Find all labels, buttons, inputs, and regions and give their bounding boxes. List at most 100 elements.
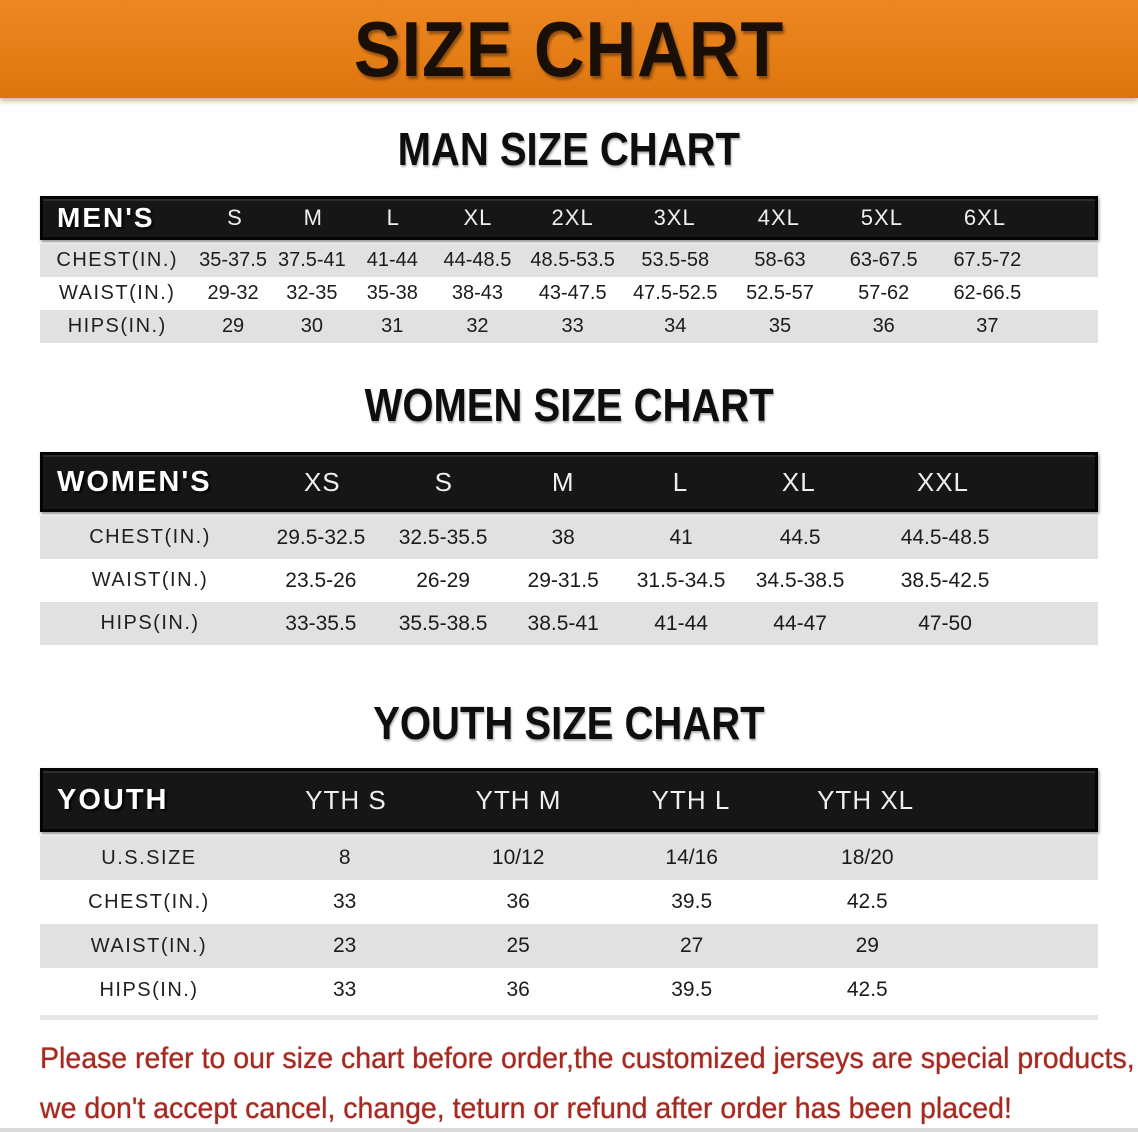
size-cell: 29 xyxy=(221,315,245,337)
size-cell: 31.5-34.5 xyxy=(636,568,726,592)
size-cell: 32 xyxy=(466,315,489,337)
size-cell: 44-48.5 xyxy=(443,249,512,271)
men-hips-row: HIPS(IN.) 29 30 31 32 33 34 35 36 37 xyxy=(40,310,1098,343)
size-cell: 58-63 xyxy=(754,249,806,271)
row-label: U.S.SIZE xyxy=(101,846,197,869)
size-cell: 38-43 xyxy=(451,282,504,304)
size-cell: 38.5-41 xyxy=(527,611,599,635)
row-label: WAIST(IN.) xyxy=(90,934,208,957)
size-cell: 29-31.5 xyxy=(527,568,599,592)
women-column-header: XXL xyxy=(916,466,970,497)
row-label: HIPS(IN.) xyxy=(100,612,200,634)
size-cell: 41-44 xyxy=(366,249,418,271)
men-column-header: L xyxy=(386,205,400,230)
men-column-header: 6XL xyxy=(963,205,1007,230)
size-cell: 34.5-38.5 xyxy=(755,568,845,592)
size-cell: 44.5-48.5 xyxy=(900,525,990,549)
women-waist-row: WAIST(IN.) 23.5-26 26-29 29-31.5 31.5-34… xyxy=(40,559,1098,602)
size-cell: 39.5 xyxy=(671,890,713,913)
size-cell: 37.5-41 xyxy=(277,249,346,271)
youth-waist-row: WAIST(IN.) 23 25 27 29 xyxy=(40,924,1098,968)
size-cell: 44-47 xyxy=(773,611,827,635)
disclaimer-note: Please refer to our size chart before or… xyxy=(40,1034,1135,1132)
size-cell: 63-67.5 xyxy=(849,249,918,271)
youth-section-heading: YOUTH SIZE CHART xyxy=(0,696,1138,750)
size-cell: 42.5 xyxy=(846,978,888,1001)
men-column-header: XL xyxy=(463,205,493,230)
size-cell: 26-29 xyxy=(416,568,470,592)
size-cell: 47.5-52.5 xyxy=(633,282,718,304)
youth-column-header: YTH L xyxy=(651,784,731,815)
size-cell: 57-62 xyxy=(858,282,910,304)
women-column-header: XL xyxy=(781,466,816,497)
men-table-header: MEN'S S M L XL 2XL 3XL 4XL 5XL 6XL xyxy=(40,196,1098,240)
size-cell: 35 xyxy=(768,315,792,337)
size-cell: 29 xyxy=(855,934,879,957)
size-cell: 34 xyxy=(664,315,687,337)
size-cell: 8 xyxy=(338,846,351,869)
women-chest-row: CHEST(IN.) 29.5-32.5 32.5-35.5 38 41 44.… xyxy=(40,516,1098,559)
women-size-table: WOMEN'S XS S M L XL XXL CHEST(IN.) 29.5-… xyxy=(40,452,1098,645)
size-cell: 25 xyxy=(506,934,530,957)
size-cell: 44.5 xyxy=(779,525,821,549)
men-waist-row: WAIST(IN.) 29-32 32-35 35-38 38-43 43-47… xyxy=(40,277,1098,310)
size-cell: 29.5-32.5 xyxy=(276,525,366,549)
size-cell: 41-44 xyxy=(654,611,708,635)
page-title: SIZE CHART xyxy=(353,4,785,93)
size-cell: 30 xyxy=(300,315,323,337)
men-section-heading: MAN SIZE CHART xyxy=(0,122,1138,176)
men-column-header: M xyxy=(303,205,323,230)
women-table-body: CHEST(IN.) 29.5-32.5 32.5-35.5 38 41 44.… xyxy=(40,516,1098,645)
youth-table-header-label: YOUTH xyxy=(57,783,169,816)
size-cell: 53.5-58 xyxy=(641,249,710,271)
size-cell: 29-32 xyxy=(207,282,259,304)
size-cell: 47-50 xyxy=(918,611,972,635)
youth-column-header: YTH M xyxy=(475,784,562,815)
size-cell: 38.5-42.5 xyxy=(900,568,990,592)
size-cell: 48.5-53.5 xyxy=(530,249,615,271)
row-label: CHEST(IN.) xyxy=(88,890,210,913)
size-cell: 32.5-35.5 xyxy=(398,525,488,549)
size-cell: 52.5-57 xyxy=(746,282,814,304)
women-column-header: XS xyxy=(303,466,341,497)
row-label: WAIST(IN.) xyxy=(91,569,209,591)
size-cell: 38 xyxy=(551,525,575,549)
size-cell: 33 xyxy=(333,978,357,1001)
size-cell: 32-35 xyxy=(286,282,338,304)
youth-table-header: YOUTH YTH S YTH M YTH L YTH XL xyxy=(40,768,1098,832)
men-column-header: S xyxy=(227,205,243,230)
banner: SIZE CHART xyxy=(0,0,1138,98)
row-label: CHEST(IN.) xyxy=(89,526,211,548)
disclaimer-line-2: we don't accept cancel, change, teturn o… xyxy=(40,1092,1012,1125)
women-column-header: M xyxy=(551,466,575,497)
women-hips-row: HIPS(IN.) 33-35.5 35.5-38.5 38.5-41 41-4… xyxy=(40,602,1098,645)
row-label: HIPS(IN.) xyxy=(99,978,199,1001)
youth-column-header: YTH XL xyxy=(817,784,915,815)
size-cell: 62-66.5 xyxy=(953,282,1022,304)
size-cell: 27 xyxy=(680,934,704,957)
women-table-header: WOMEN'S XS S M L XL XXL xyxy=(40,452,1098,512)
youth-hips-row: HIPS(IN.) 33 36 39.5 42.5 xyxy=(40,968,1098,1012)
men-chest-row: CHEST(IN.) 35-37.5 37.5-41 41-44 44-48.5… xyxy=(40,244,1098,277)
men-size-table: MEN'S S M L XL 2XL 3XL 4XL 5XL 6XL CHEST… xyxy=(40,196,1098,343)
size-cell: 37 xyxy=(976,315,999,337)
size-cell: 23.5-26 xyxy=(285,568,357,592)
size-cell: 42.5 xyxy=(846,890,888,913)
size-cell: 36 xyxy=(506,978,530,1001)
men-column-header: 2XL xyxy=(551,205,594,230)
women-section-heading-text: WOMEN SIZE CHART xyxy=(364,379,774,431)
size-cell: 36 xyxy=(506,890,530,913)
women-table-header-label: WOMEN'S xyxy=(57,465,212,498)
size-cell: 43-47.5 xyxy=(538,282,607,304)
women-column-header: S xyxy=(434,466,453,497)
page-bottom-edge xyxy=(0,1128,1138,1132)
size-cell: 18/20 xyxy=(841,846,894,869)
youth-table-body: U.S.SIZE 8 10/12 14/16 18/20 CHEST(IN.) … xyxy=(40,836,1098,1012)
youth-size-table: YOUTH YTH S YTH M YTH L YTH XL U.S.SIZE … xyxy=(40,768,1098,1020)
size-cell: 23 xyxy=(333,934,357,957)
men-column-header: 3XL xyxy=(653,205,696,230)
men-column-header: 5XL xyxy=(860,205,903,230)
men-table-body: CHEST(IN.) 35-37.5 37.5-41 41-44 44-48.5… xyxy=(40,244,1098,343)
size-cell: 36 xyxy=(872,315,895,337)
